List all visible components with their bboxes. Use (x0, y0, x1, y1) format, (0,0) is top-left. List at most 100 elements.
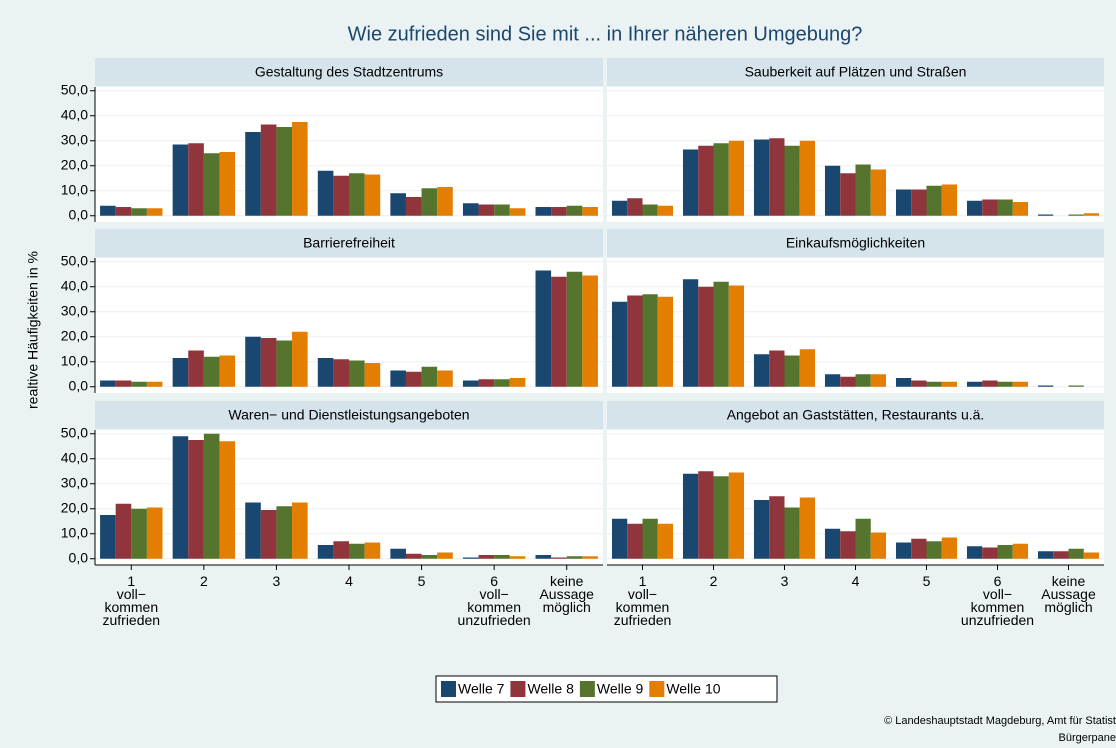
bar (462, 380, 479, 387)
bar (317, 170, 334, 216)
bar (926, 185, 942, 216)
bar (1012, 381, 1029, 387)
bar (349, 360, 365, 387)
bar (276, 127, 293, 216)
bar (870, 169, 887, 216)
bar (494, 379, 510, 387)
y-tick-label: 0,0 (69, 206, 89, 222)
bar (333, 175, 349, 216)
bar (245, 502, 261, 559)
bar (657, 523, 674, 559)
bar (146, 208, 163, 216)
bar (437, 552, 453, 559)
bar (535, 555, 552, 559)
plot-area (607, 258, 1104, 393)
bar (966, 200, 983, 216)
bar (494, 204, 510, 216)
bar (753, 139, 770, 216)
bar (317, 545, 334, 559)
bar (966, 546, 983, 559)
x-tick-label: 6 voll− kommen unzufrieden (457, 573, 531, 628)
bar (982, 199, 998, 216)
bar (219, 355, 236, 387)
bar (390, 370, 406, 387)
bar (682, 279, 699, 387)
bar (260, 124, 277, 216)
bar (713, 281, 729, 387)
bar (349, 173, 365, 216)
legend-label: Welle 8 (527, 681, 574, 697)
bar (405, 553, 422, 559)
bar (997, 199, 1013, 216)
bar (535, 207, 552, 216)
bar (364, 363, 381, 387)
legend-label: Welle 10 (666, 681, 720, 697)
bar (100, 380, 116, 387)
legend-swatch (510, 681, 526, 697)
bar (682, 149, 699, 216)
y-tick-label: 20,0 (61, 499, 88, 515)
bar (855, 374, 871, 387)
bar (188, 440, 204, 559)
bar (390, 548, 406, 559)
bar (245, 132, 261, 216)
bar (657, 296, 674, 387)
bar (728, 472, 745, 559)
bar (437, 187, 453, 216)
bar (478, 204, 495, 216)
bar (941, 537, 958, 559)
bar (895, 189, 912, 216)
bar (982, 547, 998, 559)
y-tick-label: 40,0 (61, 277, 88, 293)
bar (462, 203, 479, 216)
bar (728, 285, 745, 387)
bar (1037, 214, 1054, 216)
bar (203, 356, 220, 387)
bar (1037, 551, 1054, 559)
y-tick-label: 50,0 (61, 81, 88, 97)
bar (769, 496, 785, 559)
bar (1053, 551, 1069, 559)
bar (317, 358, 334, 387)
x-tick-label: 6 voll− kommen unzufrieden (960, 573, 1035, 628)
bar (753, 354, 770, 387)
bar (997, 545, 1013, 559)
bar (870, 374, 887, 387)
bar (1012, 202, 1029, 216)
bar (203, 153, 220, 216)
bar (824, 374, 841, 387)
panel-header (95, 401, 603, 429)
x-tick-label: 3 (272, 573, 281, 589)
bar (172, 436, 189, 559)
bar (131, 208, 147, 216)
bar (478, 555, 495, 559)
bar (769, 138, 785, 216)
bar (855, 518, 871, 559)
bar (682, 473, 699, 559)
bar (115, 380, 132, 387)
panel-title: Sauberkeit auf Plätzen und Straßen (745, 64, 967, 80)
bar (1083, 213, 1100, 216)
bar (292, 122, 308, 216)
bar (276, 340, 293, 387)
bar (997, 381, 1013, 387)
bar (1068, 385, 1084, 387)
y-tick-label: 50,0 (61, 252, 88, 268)
bar (421, 555, 438, 559)
bar (115, 207, 132, 216)
bar (824, 528, 841, 559)
y-tick-label: 30,0 (61, 302, 88, 318)
bar (895, 378, 912, 387)
y-tick-label: 50,0 (61, 424, 88, 440)
bar (219, 441, 236, 559)
bar (115, 503, 132, 559)
bar (799, 349, 816, 387)
bar (582, 275, 598, 387)
bar (276, 506, 293, 559)
bar (405, 197, 422, 216)
x-tick-label: 4 (345, 573, 353, 589)
bar (627, 198, 643, 216)
bar (551, 276, 567, 387)
